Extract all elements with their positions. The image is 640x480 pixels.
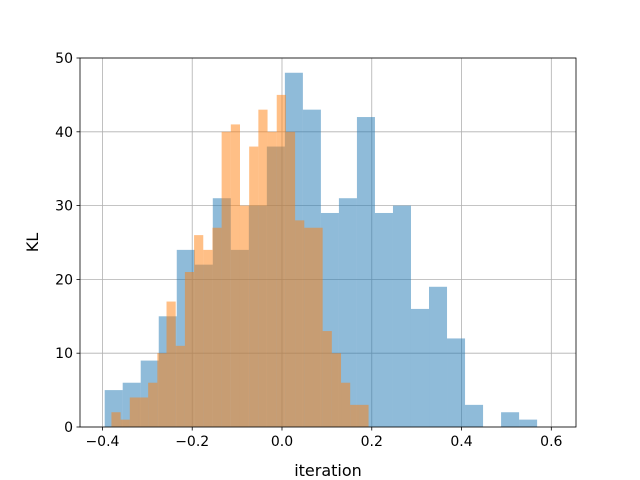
histogram-bar-series-2 — [285, 131, 296, 428]
histogram-bar-series-2 — [258, 109, 268, 427]
histogram-bar-series-2 — [166, 301, 176, 427]
y-tick-label: 20 — [55, 272, 73, 288]
histogram-bar-series-1 — [429, 286, 448, 427]
y-tick-label: 10 — [55, 346, 73, 362]
histogram-bar-series-2 — [359, 404, 369, 427]
histogram-bar-series-2 — [175, 345, 185, 427]
histogram-bar-series-2 — [138, 397, 149, 427]
x-tick-label: 0.2 — [361, 434, 383, 450]
histogram-bar-series-2 — [239, 205, 250, 427]
histogram-bar-series-2 — [331, 353, 342, 427]
histogram-bar-series-2 — [304, 227, 314, 427]
histogram-bar-series-1 — [447, 338, 466, 427]
histogram-bar-series-2 — [194, 235, 204, 427]
y-tick-label: 40 — [55, 125, 73, 141]
histogram-bar-series-2 — [276, 94, 286, 428]
histogram-bar-series-2 — [341, 382, 351, 427]
histogram-bar-series-1 — [392, 205, 411, 427]
y-tick-label: 50 — [55, 51, 73, 67]
histogram-bar-series-2 — [111, 412, 121, 427]
histogram-bar-series-2 — [350, 404, 360, 427]
histogram-bar-series-1 — [501, 412, 520, 427]
histogram-bar-series-2 — [148, 382, 158, 427]
histogram-bar-series-1 — [465, 404, 484, 427]
histogram-bar-series-2 — [120, 419, 130, 427]
x-axis-label: iteration — [294, 461, 362, 480]
histogram-bar-series-2 — [221, 131, 231, 428]
x-tick-label: 0.4 — [450, 434, 472, 450]
x-tick-label: 0.0 — [271, 434, 293, 450]
histogram-bar-series-2 — [313, 227, 323, 427]
histogram-bar-series-2 — [129, 397, 139, 427]
histogram-bar-series-1 — [410, 308, 430, 427]
histogram-bar-series-2 — [203, 249, 213, 427]
histogram-bar-series-2 — [230, 124, 240, 428]
y-axis-label: KL — [23, 233, 42, 252]
histogram-bar-series-1 — [338, 198, 357, 427]
y-axis-ticks: 0 10 20 30 40 50 — [55, 51, 80, 436]
histogram-bars — [104, 72, 538, 428]
x-tick-label: 0.6 — [540, 434, 562, 450]
histogram-bar-series-1 — [374, 212, 393, 427]
histogram-bar-series-1 — [356, 117, 375, 427]
x-axis-ticks: −0.4 −0.2 0.0 0.2 0.4 0.6 — [85, 427, 563, 450]
histogram-bar-series-2 — [157, 353, 167, 427]
x-tick-label: −0.2 — [175, 434, 209, 450]
histogram-bar-series-2 — [212, 227, 222, 427]
histogram-bar-series-2 — [184, 272, 195, 427]
histogram-bar-series-2 — [322, 331, 332, 427]
histogram-bar-series-1 — [519, 419, 538, 427]
y-tick-label: 0 — [64, 420, 73, 436]
histogram-bar-series-2 — [295, 220, 305, 427]
histogram-bar-series-2 — [249, 146, 259, 427]
plot-frame — [79, 57, 577, 428]
x-tick-label: −0.4 — [85, 434, 119, 450]
y-tick-label: 30 — [55, 199, 73, 215]
histogram-bar-series-2 — [267, 131, 277, 428]
